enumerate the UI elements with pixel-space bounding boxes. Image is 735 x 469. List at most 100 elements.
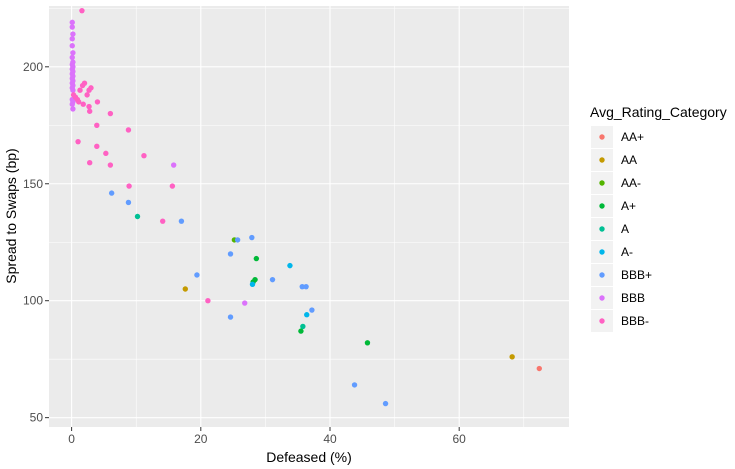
legend-key-point xyxy=(599,203,605,209)
point-bbb xyxy=(69,24,75,30)
point-bbb-minus xyxy=(169,183,176,189)
x-tick-label: 40 xyxy=(323,432,337,446)
legend-label: AA xyxy=(621,153,637,167)
legend-item-bbb: BBB xyxy=(591,287,645,309)
data-points xyxy=(69,7,542,407)
legend-key-point xyxy=(599,226,605,232)
y-tick-label: 200 xyxy=(23,60,43,74)
point-bbb-minus xyxy=(79,7,85,14)
legend-item-aa: AA xyxy=(591,149,637,171)
legend-label: BBB+ xyxy=(621,268,652,282)
legend-key-point xyxy=(599,157,605,163)
point-bbb-plus xyxy=(382,400,389,407)
x-axis-ticks: 0 20 40 60 xyxy=(68,427,466,446)
point-aa xyxy=(182,286,188,292)
point-bbb-plus xyxy=(125,199,132,206)
point-bbb-minus xyxy=(80,101,86,107)
point-bbb-plus xyxy=(194,272,200,278)
point-bbb-minus xyxy=(107,162,114,168)
point-bbb-minus xyxy=(125,127,132,133)
point-bbb-plus xyxy=(234,237,241,243)
point-bbb-plus xyxy=(351,382,358,388)
y-tick-label: 50 xyxy=(30,411,44,425)
point-a-plus xyxy=(364,340,371,346)
point-bbb xyxy=(69,101,75,107)
point-bbb xyxy=(70,106,76,112)
point-bbb-minus xyxy=(94,143,100,150)
point-a-minus xyxy=(287,262,293,269)
y-tick-label: 150 xyxy=(23,177,43,191)
legend-item-a-minus: A- xyxy=(591,241,633,263)
point-bbb-plus xyxy=(309,307,315,313)
point-bbb xyxy=(70,87,76,93)
point-bbb xyxy=(242,300,248,306)
y-axis-ticks: 50 100 150 200 xyxy=(23,60,49,425)
point-bbb-plus xyxy=(269,276,276,283)
legend-item-a: A xyxy=(591,218,629,240)
legend-label: BBB- xyxy=(621,314,649,328)
legend-title: Avg_Rating_Category xyxy=(590,104,727,120)
point-bbb-minus xyxy=(205,298,211,304)
point-bbb-minus xyxy=(86,160,93,166)
point-bbb-minus xyxy=(81,80,88,86)
point-bbb-minus xyxy=(75,138,81,145)
point-bbb xyxy=(70,31,76,37)
legend-label: A- xyxy=(621,245,633,259)
point-bbb xyxy=(69,36,75,42)
legend: Avg_Rating_Category AA+AAAA-A+AA-BBB+BBB… xyxy=(590,104,727,332)
legend-item-bbb-minus: BBB- xyxy=(591,310,649,332)
point-bbb-minus xyxy=(77,87,83,93)
legend-key-point xyxy=(599,249,605,255)
point-a-plus xyxy=(298,328,304,334)
point-a-minus xyxy=(304,312,310,318)
point-bbb-minus xyxy=(94,122,100,128)
point-a-plus xyxy=(253,255,260,262)
point-a xyxy=(134,213,141,220)
point-bbb xyxy=(70,50,76,56)
legend-label: BBB xyxy=(621,291,645,305)
point-bbb xyxy=(170,162,177,168)
point-bbb-minus xyxy=(103,150,109,157)
legend-label: A xyxy=(621,222,629,236)
point-bbb-minus xyxy=(86,108,93,114)
legend-label: AA+ xyxy=(621,130,644,144)
point-bbb-minus xyxy=(107,110,114,117)
point-aa xyxy=(509,354,515,360)
point-bbb-plus xyxy=(249,234,255,241)
legend-key-point xyxy=(599,180,605,186)
legend-key-point xyxy=(599,295,605,301)
x-axis-title: Defeased (%) xyxy=(266,449,352,465)
point-aa-plus xyxy=(536,365,542,372)
point-bbb-plus xyxy=(303,283,309,290)
point-a-minus xyxy=(249,281,256,288)
legend-item-aa-minus: AA- xyxy=(591,172,641,194)
point-bbb-plus xyxy=(178,218,185,224)
point-bbb-minus xyxy=(159,218,166,224)
legend-item-a-plus: A+ xyxy=(591,195,636,217)
major-gridlines xyxy=(49,6,569,427)
x-tick-label: 20 xyxy=(194,432,208,446)
legend-label: A+ xyxy=(621,199,636,213)
x-tick-label: 60 xyxy=(453,432,467,446)
legend-key-point xyxy=(599,272,605,278)
point-bbb xyxy=(69,19,75,26)
point-a xyxy=(300,323,306,330)
panel-background xyxy=(49,6,569,427)
point-bbb xyxy=(69,54,75,61)
legend-item-bbb-plus: BBB+ xyxy=(591,264,652,286)
point-bbb-plus xyxy=(299,283,305,290)
legend-item-aa-plus: AA+ xyxy=(591,126,644,148)
y-tick-label: 100 xyxy=(23,294,43,308)
point-bbb-minus xyxy=(88,85,94,91)
legend-key-point xyxy=(599,134,605,140)
point-bbb xyxy=(69,43,75,49)
point-bbb-minus xyxy=(84,92,90,98)
legend-key-point xyxy=(599,318,605,324)
point-bbb-minus xyxy=(86,103,92,110)
x-tick-label: 0 xyxy=(68,432,75,446)
point-bbb-minus xyxy=(141,152,147,159)
point-bbb-minus xyxy=(76,99,82,105)
legend-label: AA- xyxy=(621,176,641,190)
